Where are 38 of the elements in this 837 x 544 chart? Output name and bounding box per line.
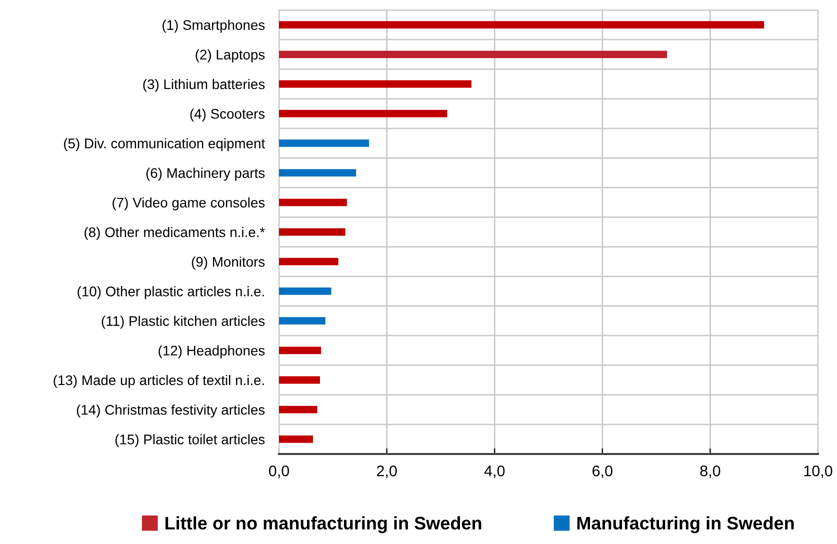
- bar: [279, 317, 326, 324]
- bar: [279, 258, 338, 266]
- x-tick-label: 6,0: [592, 466, 612, 478]
- bar: [279, 376, 320, 384]
- x-tick-label: 10,0: [804, 466, 832, 478]
- x-tick-label: 2,0: [376, 466, 397, 478]
- bar: [279, 436, 313, 443]
- legend-label: Manufacturing in Sweden: [577, 516, 794, 534]
- bar: [279, 21, 764, 28]
- y-tick-label: (14) Christmas festivity articles: [76, 404, 265, 418]
- y-tick-label: (4) Scooters: [190, 108, 265, 122]
- bar: [279, 346, 322, 354]
- y-tick-label: (13) Made up articles of textil n.i.e.: [54, 374, 264, 388]
- y-tick-label: (12) Headphones: [158, 345, 265, 358]
- bar: [279, 198, 347, 206]
- y-tick-label: (2) Laptops: [196, 49, 265, 62]
- x-tick-label: 4,0: [484, 466, 505, 478]
- y-tick-label: (3) Lithium batteries: [143, 78, 265, 92]
- bar: [279, 80, 472, 88]
- y-tick-label: (6) Machinery parts: [146, 168, 265, 181]
- y-tick-label: (1) Smartphones: [162, 20, 265, 33]
- y-tick-label: (5) Div. communication eqipment: [64, 138, 266, 152]
- bar: [279, 110, 448, 118]
- x-tick-label: 8,0: [700, 466, 720, 478]
- y-tick-label: (7) Video game consoles: [112, 197, 265, 210]
- y-tick-label: (9) Monitors: [192, 256, 265, 270]
- bar: [279, 50, 668, 58]
- bar: [279, 406, 318, 414]
- y-tick-label: (8) Other medicaments n.i.e.*: [84, 226, 265, 240]
- bar: [279, 140, 370, 147]
- x-tick-label: 0,0: [268, 466, 290, 478]
- legend-label: Little or no manufacturing in Sweden: [165, 516, 482, 534]
- y-tick-label: (10) Other plastic articles n.i.e.: [78, 286, 264, 300]
- y-tick-label: (11) Plastic kitchen articles: [102, 316, 265, 329]
- bar: [279, 169, 356, 176]
- bar: [279, 288, 332, 295]
- bar: [279, 228, 346, 236]
- y-tick-label: (15) Plastic toilet articles: [115, 434, 265, 448]
